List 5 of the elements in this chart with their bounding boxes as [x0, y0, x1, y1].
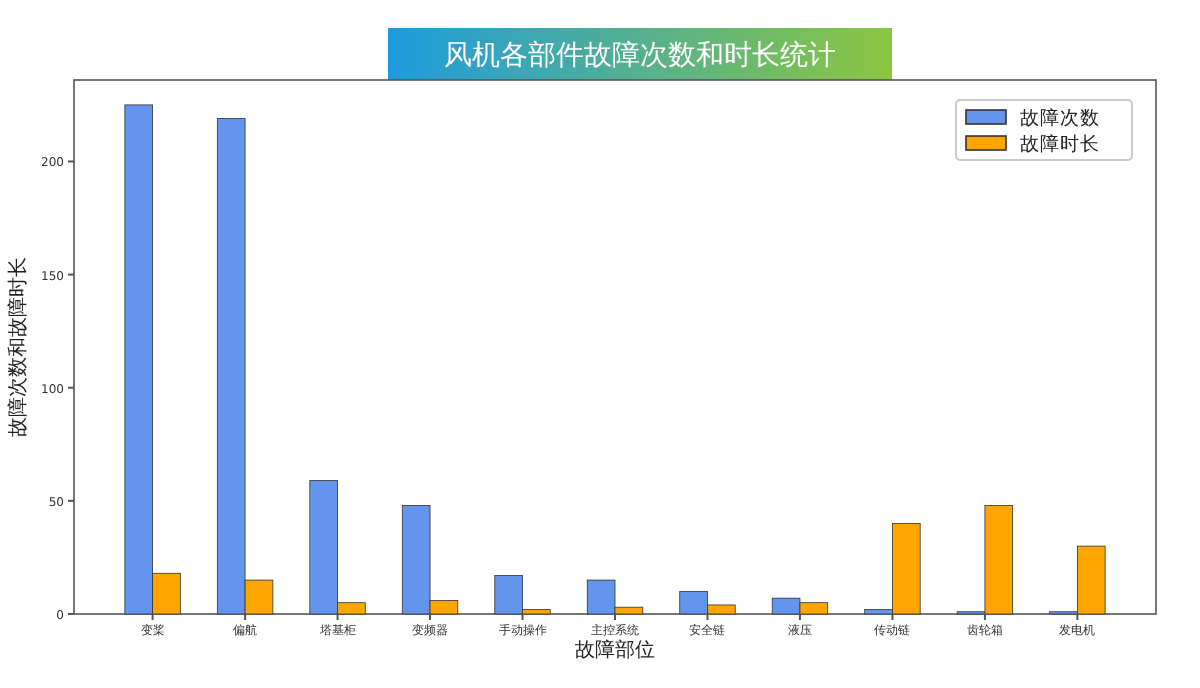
- chart-title: 风机各部件故障次数和时长统计: [444, 40, 836, 72]
- y-axis-title: 故障次数和故障时长: [6, 257, 30, 437]
- x-axis-title: 故障部位: [575, 638, 655, 662]
- legend-label: 故障时长: [1020, 132, 1100, 156]
- legend-label: 故障次数: [1020, 106, 1100, 130]
